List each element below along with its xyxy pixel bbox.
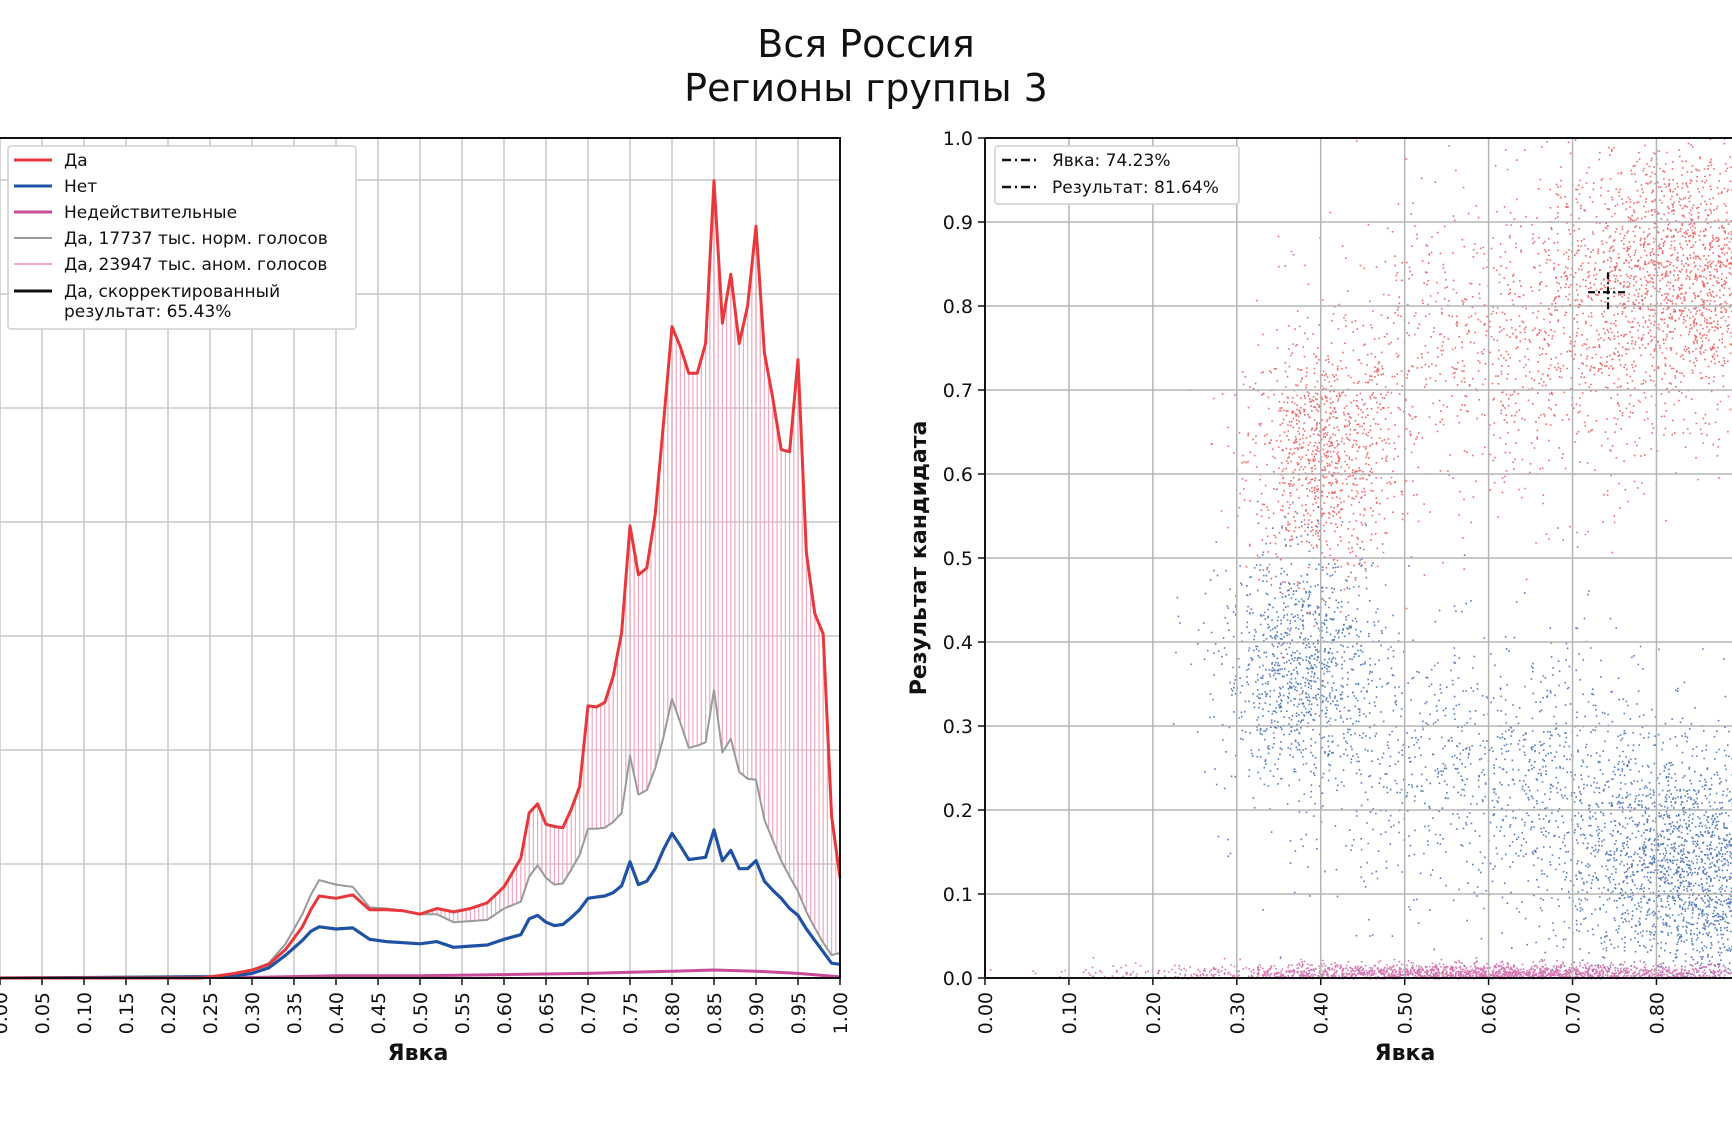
x-tick-label: 0.35 <box>284 992 306 1034</box>
series-line-yes-normal <box>0 688 841 979</box>
y-tick-label: 0.2 <box>943 800 973 822</box>
x-tick-label: 0.75 <box>620 992 642 1034</box>
y-tick-label: 0.7 <box>943 380 973 402</box>
y-tick-label: 0.5 <box>943 548 973 570</box>
x-tick-label: 0.90 <box>746 992 768 1034</box>
x-tick-label: 0.00 <box>0 992 12 1034</box>
series-line-yes <box>0 179 842 980</box>
x-tick-label: 0.25 <box>200 992 222 1034</box>
histogram-legend: Да Нет Недействительные Да, 17737 тыс. норм… <box>7 145 357 330</box>
scatter-x-ticks: 0.00 0.10 0.20 0.30 0.40 0.50 0.60 0.70 0.80 <box>975 978 1668 1034</box>
legend-label: Да, 23947 тыс. аном. голосов <box>64 255 327 275</box>
histogram-x-axis-label: Явка <box>388 1041 449 1066</box>
x-tick-label: 0.30 <box>242 992 264 1034</box>
x-tick-label: 0.55 <box>452 992 474 1034</box>
scatter-cluster-yes <box>1406 138 1732 486</box>
scatter-cluster-no <box>1172 473 1456 868</box>
y-tick-label: 0.6 <box>943 464 973 486</box>
scatter-cluster-yes <box>1189 264 1442 696</box>
x-tick-label: 0.60 <box>1479 992 1501 1034</box>
x-tick-label: 0.10 <box>74 992 96 1034</box>
figure-title-line1: Вся Россия <box>757 22 975 66</box>
y-tick-label: 0.4 <box>943 632 973 654</box>
y-tick-label: 0.9 <box>943 212 973 234</box>
x-tick-label: 0.40 <box>1311 992 1333 1034</box>
legend-box <box>994 145 1240 205</box>
scatter-chart: 0.00 0.10 0.20 0.30 0.40 0.50 0.60 0.70 0.80 0.0… <box>907 128 1732 1066</box>
scatter-cluster-invalid <box>989 956 1732 980</box>
legend-label: Нет <box>64 177 97 197</box>
x-tick-label: 0.70 <box>1563 992 1585 1034</box>
x-tick-label: 0.70 <box>578 992 600 1034</box>
scatter-cluster-no <box>1471 658 1732 980</box>
legend-label: Результат: 81.64% <box>1052 178 1219 198</box>
scatter-y-axis-label: Результат кандидата <box>907 421 932 696</box>
anomalous-votes-hatch <box>423 180 837 956</box>
scatter-crosshair-marker <box>1588 272 1629 313</box>
x-tick-label: 0.20 <box>158 992 180 1034</box>
legend-box <box>7 145 357 330</box>
figure-title-line2: Регионы группы 3 <box>684 66 1048 110</box>
x-tick-label: 1.00 <box>830 992 852 1034</box>
x-tick-label: 0.80 <box>662 992 684 1034</box>
x-tick-label: 0.10 <box>1059 992 1081 1034</box>
legend-label: результат: 65.43% <box>64 302 231 322</box>
x-tick-label: 0.85 <box>704 992 726 1034</box>
scatter-grid <box>984 137 1732 979</box>
histogram-x-ticks: 0.00 0.05 0.10 0.15 0.20 0.25 0.30 0.35 0.40 0.45… <box>0 978 852 1034</box>
x-tick-label: 0.15 <box>116 992 138 1034</box>
series-line-no <box>0 828 841 980</box>
scatter-x-axis-label: Явка <box>1375 1041 1436 1066</box>
x-tick-label: 0.50 <box>410 992 432 1034</box>
legend-label: Да <box>64 151 88 171</box>
figure-title: Вся Россия Регионы группы 3 <box>0 22 1732 110</box>
x-tick-label: 0.05 <box>32 992 54 1034</box>
y-tick-label: 0.1 <box>943 884 973 906</box>
x-tick-label: 0.20 <box>1143 992 1165 1034</box>
x-tick-label: 0.50 <box>1395 992 1417 1034</box>
histogram-frame <box>0 137 841 979</box>
legend-label: Явка: 74.23% <box>1052 151 1170 171</box>
x-tick-label: 0.00 <box>975 992 997 1034</box>
series-line-invalid <box>0 968 841 980</box>
x-tick-label: 0.30 <box>1227 992 1249 1034</box>
y-tick-label: 0.8 <box>943 296 973 318</box>
x-tick-label: 0.65 <box>536 992 558 1034</box>
x-tick-label: 0.95 <box>788 992 810 1034</box>
legend-label: Да, 17737 тыс. норм. голосов <box>64 229 328 249</box>
scatter-cluster-no <box>1209 554 1732 967</box>
scatter-y-ticks: 0.0 0.1 0.2 0.3 0.4 0.5 0.6 0.7 0.8 0.9 1.0 <box>943 128 985 990</box>
x-tick-label: 0.40 <box>326 992 348 1034</box>
x-tick-label: 0.80 <box>1646 992 1668 1034</box>
histogram-lines <box>0 179 842 980</box>
y-tick-label: 0.0 <box>943 968 973 990</box>
x-tick-label: 0.60 <box>494 992 516 1034</box>
legend-label: Да, скорректированный <box>64 282 280 302</box>
y-tick-label: 0.3 <box>943 716 973 738</box>
x-tick-label: 0.45 <box>368 992 390 1034</box>
histogram-chart: 0.00 0.05 0.10 0.15 0.20 0.25 0.30 0.35 0.40 0.45… <box>0 137 852 1066</box>
scatter-points <box>989 138 1732 980</box>
scatter-cluster-yes <box>1227 140 1730 581</box>
y-tick-label: 1.0 <box>943 128 973 150</box>
scatter-legend: Явка: 74.23% Результат: 81.64% <box>994 145 1240 205</box>
legend-label: Недействительные <box>64 203 237 223</box>
